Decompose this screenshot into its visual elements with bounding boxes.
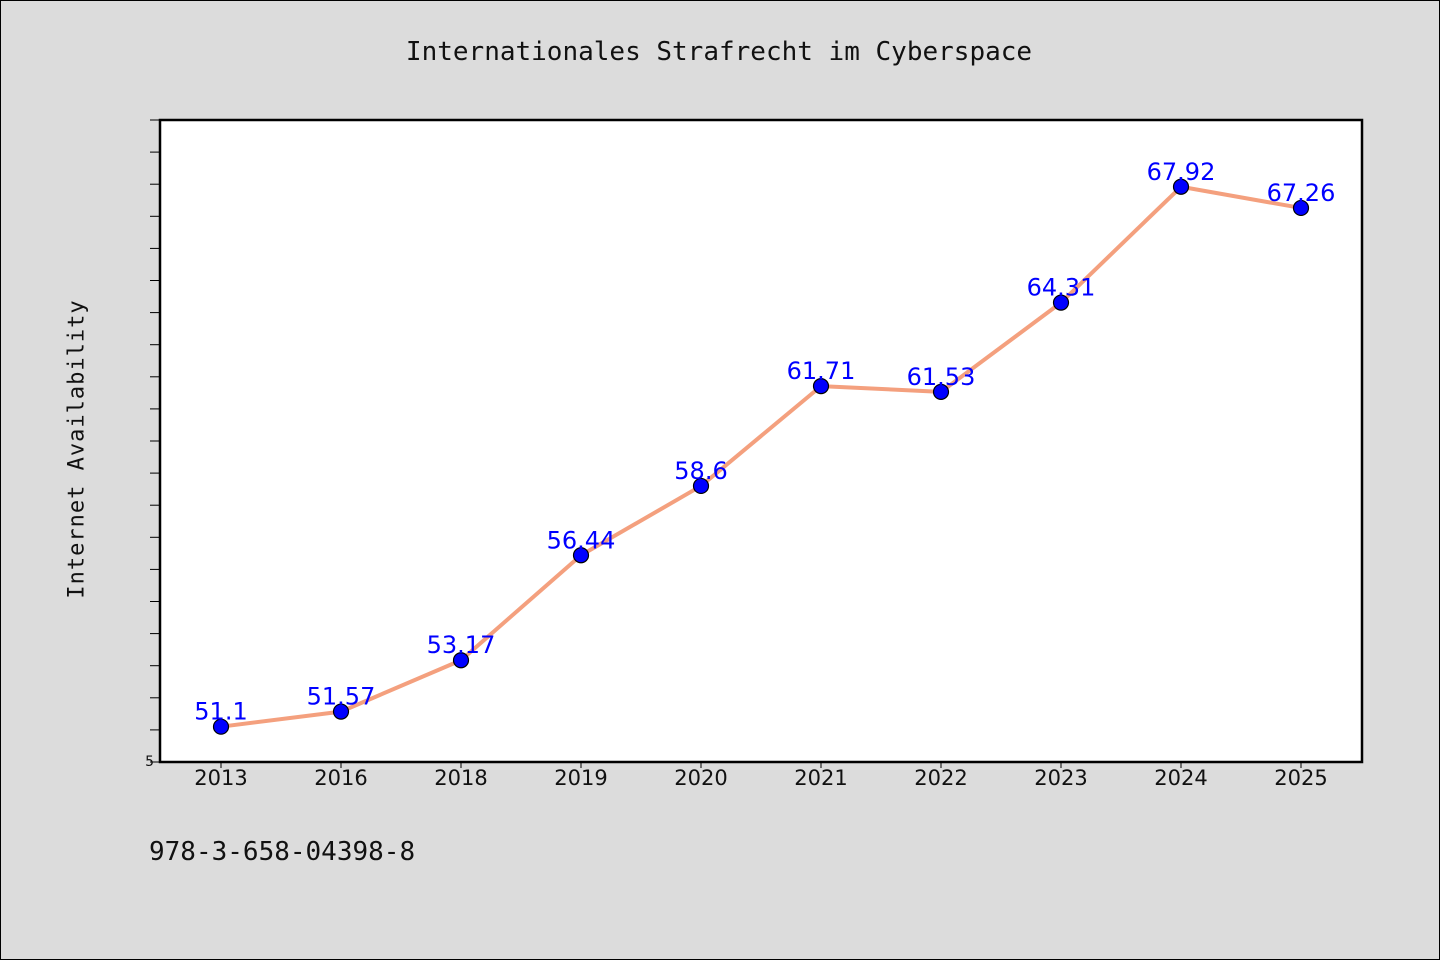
x-tick-label: 2018 — [434, 766, 487, 790]
data-point — [692, 477, 710, 495]
data-label: 61.71 — [787, 357, 856, 385]
data-label: 64.31 — [1027, 274, 1096, 302]
data-point — [452, 652, 470, 669]
data-label: 53.17 — [427, 631, 496, 659]
plot-area — [158, 118, 1364, 764]
isbn-footnote: 978-3-658-04398-8 — [149, 837, 416, 867]
x-tick-label: 2022 — [914, 766, 967, 790]
x-tick-label: 2024 — [1154, 766, 1207, 790]
data-point — [932, 383, 950, 400]
data-point — [812, 378, 830, 395]
x-tick-label: 2013 — [194, 766, 247, 790]
data-label: 51.57 — [307, 683, 376, 711]
x-tick-label: 2023 — [1034, 766, 1087, 790]
x-tick-label: 2025 — [1274, 766, 1327, 790]
x-tick-label: 2016 — [314, 766, 367, 790]
x-tick-label: 2020 — [674, 766, 727, 790]
data-label: 51.1 — [194, 698, 247, 726]
x-tick-label: 2021 — [794, 766, 847, 790]
data-point — [572, 547, 590, 564]
data-point — [1172, 178, 1190, 195]
data-label: 67.26 — [1267, 179, 1336, 207]
data-label: 67.92 — [1147, 158, 1216, 186]
y-tick-label: 5 — [145, 754, 154, 770]
x-tick-label: 2019 — [554, 766, 607, 790]
data-label: 61.53 — [907, 363, 976, 391]
data-point — [1052, 294, 1070, 311]
series-line — [219, 184, 1303, 729]
chart-title: Internationales Strafrecht im Cyberspace — [405, 37, 1033, 67]
data-label: 56.44 — [547, 526, 616, 554]
data-point — [1292, 199, 1310, 217]
data-point — [332, 703, 350, 720]
data-label: 58.6 — [674, 457, 727, 485]
data-point — [212, 718, 230, 735]
